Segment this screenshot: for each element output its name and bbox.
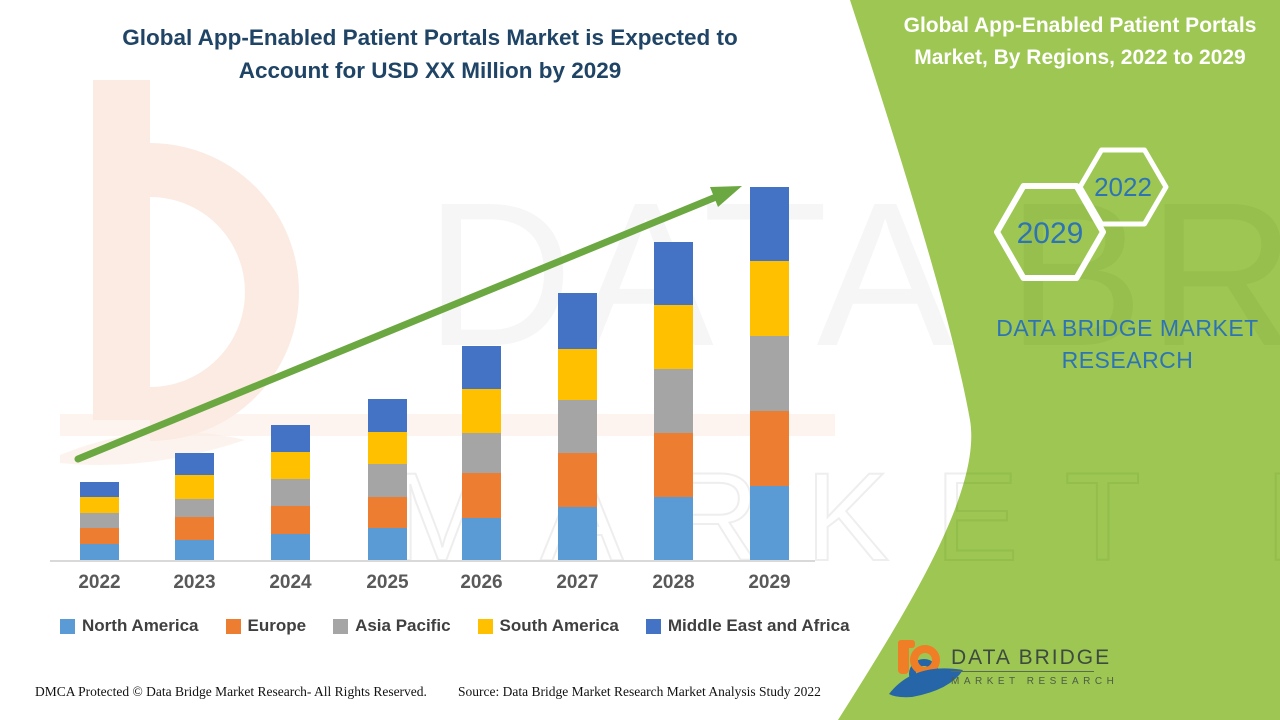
bar-segment-2023-europe (175, 517, 214, 540)
bar-segment-2027-middle-east-and-africa (558, 293, 597, 349)
x-axis-line (50, 560, 815, 562)
legend-swatch (333, 618, 349, 634)
x-axis-label-2026: 2026 (460, 572, 503, 593)
legend-item-asia-pacific: Asia Pacific (333, 616, 451, 636)
bar-segment-2022-south-america (80, 497, 119, 513)
x-axis-label-2022: 2022 (78, 572, 121, 593)
trend-arrow (74, 186, 742, 463)
bar-segment-2029-asia-pacific (750, 336, 789, 411)
bar-segment-2028-south-america (654, 305, 693, 369)
source-note: Source: Data Bridge Market Research Mark… (458, 684, 821, 699)
x-axis-label-2029: 2029 (748, 572, 791, 593)
bar-segment-2024-asia-pacific (271, 479, 310, 506)
bar-segment-2025-europe (368, 497, 407, 528)
x-axis-label-2027: 2027 (556, 572, 599, 593)
databridge-logo-icon (889, 640, 963, 698)
bar-segment-2024-south-america (271, 452, 310, 479)
bar-segment-2025-middle-east-and-africa (368, 399, 407, 432)
bar-segment-2027-europe (558, 453, 597, 507)
ghost-logo-b (60, 80, 835, 465)
bar-segment-2025-north-america (368, 528, 407, 560)
legend-label: North America (82, 616, 199, 635)
brand-caption: DATA BRIDGE MARKET RESEARCH (996, 315, 1259, 374)
x-axis-label-2023: 2023 (173, 572, 216, 593)
bar-segment-2027-north-america (558, 507, 597, 560)
legend-item-north-america: North America (60, 616, 199, 636)
legend-swatch (645, 618, 661, 634)
bar-segment-2027-south-america (558, 349, 597, 400)
logo-underline (951, 671, 1094, 672)
legend-swatch (477, 618, 493, 634)
bar-segment-2022-asia-pacific (80, 513, 119, 528)
legend-label: Europe (247, 616, 307, 635)
bar-segment-2025-south-america (368, 432, 407, 464)
bar-segment-2027-asia-pacific (558, 400, 597, 453)
legend-label: Asia Pacific (355, 616, 451, 635)
legend-label: South America (499, 616, 619, 635)
logo-wordmark: DATA BRIDGE (951, 646, 1112, 669)
bar-segment-2028-north-america (654, 497, 693, 560)
page-title: Global App-Enabled Patient Portals Marke… (122, 25, 738, 83)
legend-swatch (60, 618, 75, 634)
panel-title: Global App-Enabled Patient Portals Marke… (903, 14, 1257, 69)
bar-segment-2028-europe (654, 433, 693, 497)
bar-segment-2026-middle-east-and-africa (462, 346, 501, 389)
bar-segment-2023-asia-pacific (175, 499, 214, 517)
bar-segment-2022-north-america (80, 544, 119, 560)
bar-segment-2028-middle-east-and-africa (654, 242, 693, 305)
logo-subtitle: MARKET RESEARCH (951, 676, 1119, 687)
bar-segment-2026-north-america (462, 518, 501, 560)
bar-segment-2029-europe (750, 411, 789, 486)
legend-label: Middle East and Africa (667, 616, 850, 635)
bar-segment-2024-europe (271, 506, 310, 534)
legend-swatch (225, 618, 241, 634)
legend-item-middle-east-and-africa: Middle East and Africa (645, 616, 850, 636)
bar-segment-2026-asia-pacific (462, 433, 501, 473)
bar-segment-2024-north-america (271, 534, 310, 560)
bar-segment-2023-south-america (175, 475, 214, 499)
chart-legend: North America Europe Asia Pacific South Ame… (60, 616, 850, 636)
hexagon-2029-label: 2029 (1017, 217, 1084, 250)
dmca-notice: DMCA Protected © Data Bridge Market Rese… (35, 684, 427, 699)
x-axis-label-2028: 2028 (652, 572, 695, 593)
legend-item-south-america: South America (477, 616, 619, 636)
hexagon-2029: 2029 (994, 183, 1106, 281)
bar-segment-2029-south-america (750, 261, 789, 336)
bar-segment-2028-asia-pacific (654, 369, 693, 433)
bar-segment-2024-middle-east-and-africa (271, 425, 310, 452)
legend-item-europe: Europe (225, 616, 307, 636)
x-axis-label-2024: 2024 (269, 572, 312, 593)
bar-segment-2029-north-america (750, 486, 789, 560)
green-panel (838, 0, 1280, 720)
bar-segment-2029-middle-east-and-africa (750, 187, 789, 261)
bar-segment-2025-asia-pacific (368, 464, 407, 497)
hexagon-2022-label: 2022 (1094, 172, 1152, 202)
bar-segment-2022-europe (80, 528, 119, 544)
bar-segment-2023-middle-east-and-africa (175, 453, 214, 475)
bar-segment-2023-north-america (175, 540, 214, 560)
x-axis-label-2025: 2025 (366, 572, 409, 593)
bar-segment-2026-south-america (462, 389, 501, 433)
bar-segment-2022-middle-east-and-africa (80, 482, 119, 497)
bar-segment-2026-europe (462, 473, 501, 518)
